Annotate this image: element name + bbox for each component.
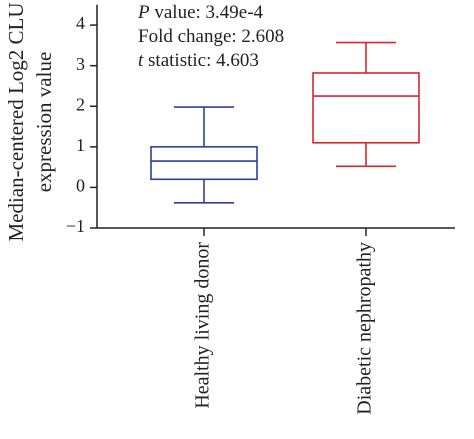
y-tick-label: 2: [76, 94, 85, 114]
annotation-part: value: 3.49e-4: [150, 2, 264, 23]
y-tick-label: 0: [76, 176, 85, 196]
annotation-part: Fold change: 2.608: [138, 26, 284, 47]
y-tick-label: −1: [66, 216, 85, 236]
y-tick-label: 3: [76, 54, 85, 74]
annotation-part: statistic: 4.603: [143, 50, 259, 71]
box: [312, 72, 420, 144]
annotation-part: P: [137, 2, 150, 23]
x-tick-label: Diabetic nephropathy: [354, 242, 376, 415]
annotation: P value: 3.49e-4: [137, 2, 264, 23]
y-axis-label: Median-centered Log2 CLU: [4, 2, 28, 241]
y-axis-label: expression value: [32, 52, 56, 193]
y-tick-label: 4: [76, 13, 85, 33]
y-tick-label: 1: [76, 135, 85, 155]
annotation: Fold change: 2.608: [138, 26, 284, 47]
box: [150, 146, 258, 181]
x-tick-label: Healthy living donor: [192, 242, 214, 409]
annotation-part: t: [138, 50, 144, 71]
annotation: t statistic: 4.603: [138, 50, 259, 71]
